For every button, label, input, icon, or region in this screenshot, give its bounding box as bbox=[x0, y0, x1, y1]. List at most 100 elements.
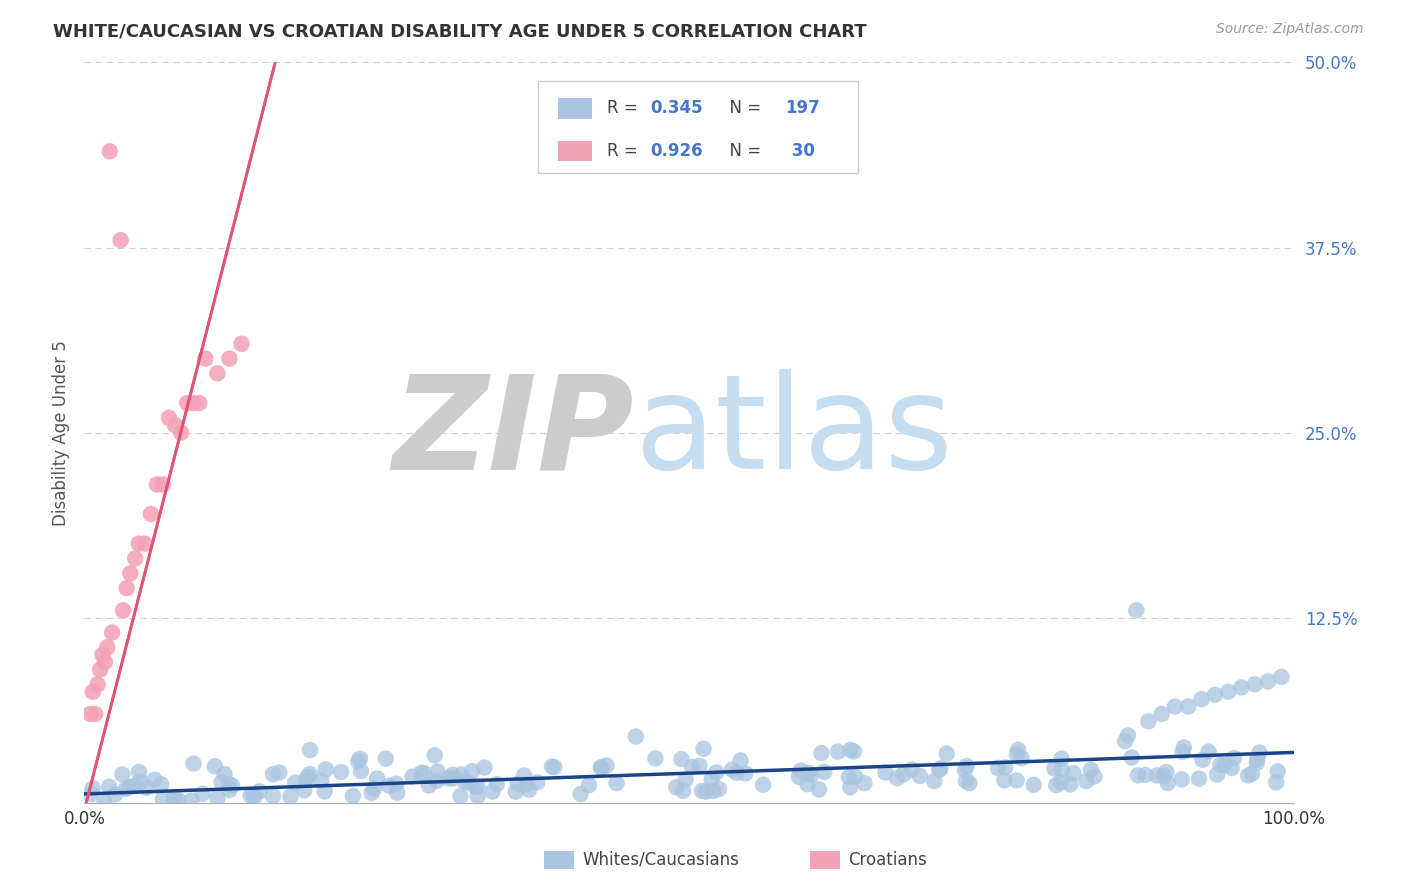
Point bbox=[457, 776, 479, 790]
Text: R =: R = bbox=[607, 100, 643, 118]
Point bbox=[166, 792, 188, 806]
Point bbox=[838, 770, 860, 784]
Point bbox=[297, 770, 319, 784]
Point bbox=[120, 566, 142, 581]
Text: WHITE/CAUCASIAN VS CROATIAN DISABILITY AGE UNDER 5 CORRELATION CHART: WHITE/CAUCASIAN VS CROATIAN DISABILITY A… bbox=[53, 22, 868, 40]
Point bbox=[112, 603, 135, 617]
Point bbox=[204, 759, 226, 773]
FancyBboxPatch shape bbox=[544, 851, 574, 870]
Point bbox=[163, 791, 186, 805]
Point bbox=[813, 764, 835, 779]
Point bbox=[176, 396, 198, 410]
Point bbox=[298, 743, 321, 757]
Point bbox=[347, 754, 370, 768]
Point bbox=[411, 765, 433, 780]
Point bbox=[314, 784, 336, 798]
Point bbox=[101, 625, 124, 640]
Point bbox=[1125, 603, 1147, 617]
Point bbox=[82, 685, 104, 699]
Point bbox=[115, 581, 138, 595]
Point bbox=[994, 760, 1017, 774]
Point bbox=[111, 767, 134, 781]
Point bbox=[1059, 777, 1081, 791]
Point bbox=[485, 777, 508, 791]
Point bbox=[1223, 751, 1246, 765]
Point bbox=[1218, 685, 1240, 699]
Point bbox=[423, 748, 446, 763]
Point bbox=[886, 771, 908, 785]
FancyBboxPatch shape bbox=[558, 98, 592, 119]
Point bbox=[207, 367, 229, 381]
Point bbox=[1171, 745, 1194, 759]
Point bbox=[842, 744, 865, 758]
Point bbox=[374, 752, 396, 766]
Point bbox=[1121, 750, 1143, 764]
Point bbox=[875, 765, 897, 780]
Point bbox=[188, 396, 211, 410]
Point bbox=[360, 786, 382, 800]
Point bbox=[1005, 773, 1028, 788]
Point bbox=[1265, 775, 1288, 789]
Text: atlas: atlas bbox=[634, 369, 953, 496]
Point bbox=[110, 233, 132, 247]
Point bbox=[401, 770, 423, 784]
Point bbox=[86, 677, 108, 691]
Point bbox=[928, 763, 950, 777]
Point bbox=[624, 730, 647, 744]
Point bbox=[1114, 734, 1136, 748]
Point bbox=[350, 764, 373, 778]
FancyBboxPatch shape bbox=[558, 141, 592, 161]
Point bbox=[461, 764, 484, 778]
Point bbox=[284, 775, 307, 789]
Point bbox=[606, 776, 628, 790]
Point bbox=[214, 767, 236, 781]
Point bbox=[1267, 764, 1289, 779]
Point bbox=[1246, 752, 1268, 766]
Point bbox=[94, 655, 117, 669]
Point bbox=[1243, 677, 1265, 691]
Point bbox=[513, 768, 536, 782]
Point bbox=[1230, 681, 1253, 695]
Point bbox=[79, 706, 101, 721]
Point bbox=[1270, 670, 1292, 684]
Point bbox=[789, 764, 811, 778]
Point bbox=[104, 788, 127, 802]
Point bbox=[955, 773, 977, 788]
Point bbox=[1246, 756, 1268, 770]
Point bbox=[91, 648, 114, 662]
Point bbox=[796, 777, 818, 791]
Point bbox=[378, 779, 401, 793]
Point bbox=[152, 477, 174, 491]
Text: 197: 197 bbox=[786, 100, 821, 118]
Point bbox=[1209, 757, 1232, 772]
Point bbox=[269, 765, 291, 780]
Point bbox=[1007, 743, 1029, 757]
Point bbox=[1191, 753, 1213, 767]
Text: ZIP: ZIP bbox=[392, 369, 634, 496]
Point bbox=[1177, 699, 1199, 714]
Point bbox=[953, 763, 976, 777]
Point bbox=[688, 758, 710, 772]
Point bbox=[221, 779, 243, 793]
Text: 30: 30 bbox=[786, 142, 814, 160]
Point bbox=[1022, 778, 1045, 792]
Point bbox=[1045, 778, 1067, 792]
Point bbox=[1076, 774, 1098, 789]
Point bbox=[98, 145, 121, 159]
Point bbox=[541, 759, 564, 773]
Point bbox=[672, 783, 695, 797]
Point bbox=[959, 776, 981, 790]
Point bbox=[243, 789, 266, 804]
Point bbox=[671, 752, 693, 766]
Point bbox=[1083, 769, 1105, 783]
Point bbox=[1164, 699, 1187, 714]
Point bbox=[481, 784, 503, 798]
Point bbox=[1153, 769, 1175, 783]
Point bbox=[150, 777, 173, 791]
Point bbox=[124, 551, 146, 566]
Point bbox=[810, 746, 832, 760]
Point bbox=[118, 780, 141, 795]
Point bbox=[262, 767, 284, 781]
Point bbox=[181, 396, 204, 410]
Point bbox=[924, 774, 946, 789]
